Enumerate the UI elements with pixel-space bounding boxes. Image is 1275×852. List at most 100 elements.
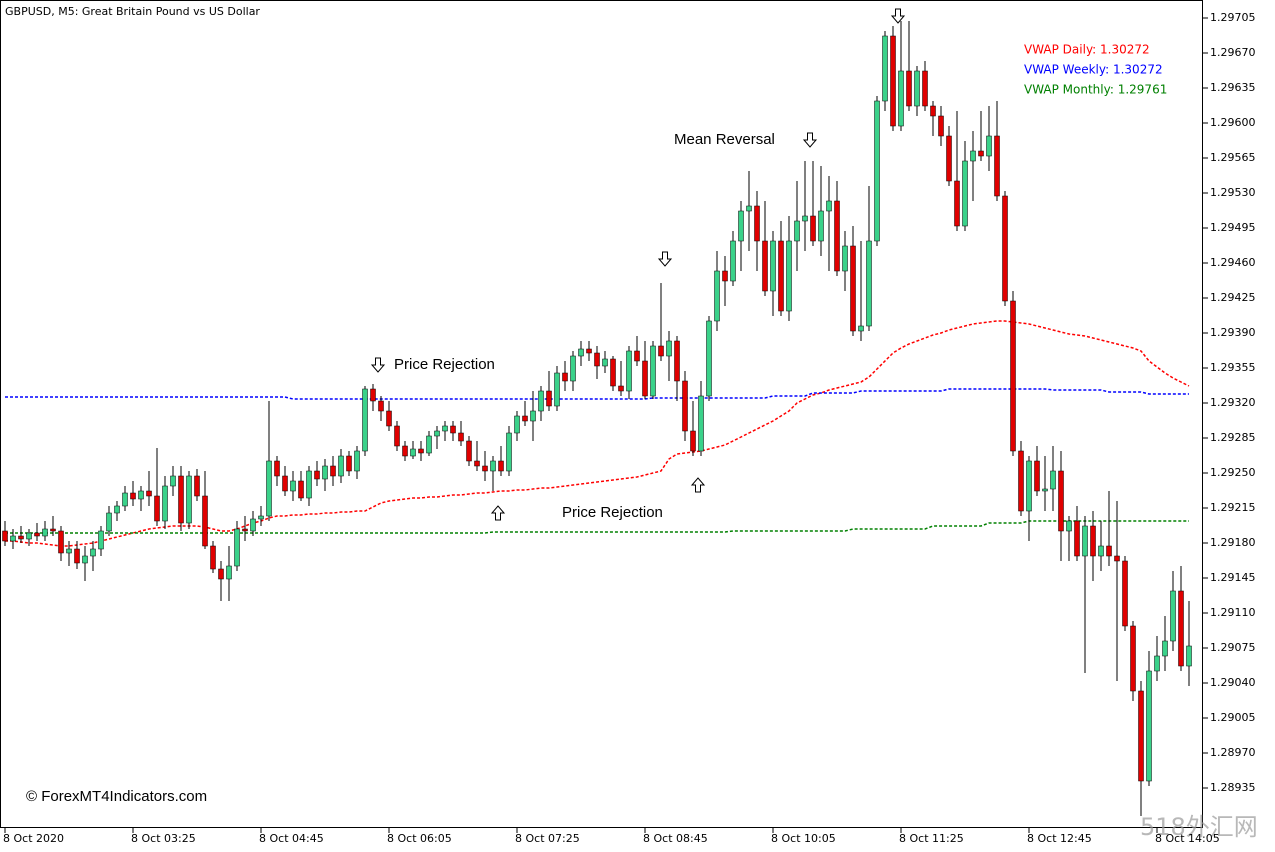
y-tick-label: 1.29355 <box>1210 361 1256 374</box>
vwap-line <box>5 320 1190 547</box>
candle-body <box>258 515 264 520</box>
candle-body <box>1178 590 1184 667</box>
candle-body <box>378 400 384 412</box>
candle-body <box>1090 525 1096 557</box>
candle-body <box>938 115 944 137</box>
candle-body <box>250 518 256 532</box>
y-tick-label: 1.29600 <box>1210 116 1256 129</box>
y-tick-label: 1.29320 <box>1210 396 1256 409</box>
candle-body <box>450 425 456 434</box>
candle-body <box>554 372 560 407</box>
candle-body <box>338 455 344 477</box>
candle-body <box>922 70 928 107</box>
y-tick-label: 1.29565 <box>1210 151 1256 164</box>
candle-body <box>1050 470 1056 490</box>
candle-body <box>1114 555 1120 562</box>
candle-body <box>1146 670 1152 782</box>
candle-body <box>578 348 584 357</box>
candle-body <box>418 448 424 454</box>
x-tick-label: 8 Oct 14:05 <box>1155 832 1220 845</box>
candle-body <box>882 35 888 102</box>
candle-body <box>1162 640 1168 657</box>
y-tick-label: 1.29250 <box>1210 466 1256 479</box>
candle-body <box>618 385 624 392</box>
candle-body <box>546 390 552 407</box>
y-tick-label: 1.29145 <box>1210 571 1256 584</box>
candle-body <box>666 340 672 357</box>
annotation: Price Rejection <box>394 356 495 373</box>
candle-body <box>178 475 184 524</box>
candle-body <box>674 340 680 382</box>
candle-body <box>154 495 160 522</box>
candle-body <box>146 490 152 497</box>
candle-body <box>282 475 288 492</box>
candle-body <box>930 105 936 117</box>
y-tick-label: 1.29180 <box>1210 536 1256 549</box>
candle-body <box>330 465 336 477</box>
candle-body <box>1106 545 1112 557</box>
annotation: Price Rejection <box>562 504 663 521</box>
candle-body <box>786 240 792 312</box>
candle-body <box>442 425 448 432</box>
down-arrow <box>657 251 673 267</box>
candle-body <box>1058 470 1064 532</box>
y-tick-label: 1.29460 <box>1210 256 1256 269</box>
candle-body <box>386 410 392 427</box>
candle-body <box>850 245 856 332</box>
candle-body <box>826 200 832 212</box>
y-tick-label: 1.29040 <box>1210 676 1256 689</box>
candle-body <box>1186 645 1192 667</box>
candle-body <box>522 415 528 422</box>
candle-body <box>946 135 952 182</box>
candle-body <box>106 512 112 532</box>
candle-body <box>978 150 984 157</box>
candle-body <box>834 200 840 272</box>
candle-body <box>362 388 368 452</box>
candle-body <box>218 568 224 580</box>
candle-body <box>866 240 872 327</box>
down-arrow <box>890 8 906 24</box>
candle-body <box>346 455 352 472</box>
candle-body <box>586 348 592 354</box>
y-tick-label: 1.29425 <box>1210 291 1256 304</box>
candle-body <box>1042 488 1048 492</box>
down-arrow <box>802 132 818 148</box>
candle-body <box>1130 625 1136 692</box>
candle-body <box>594 352 600 367</box>
y-tick-label: 1.29075 <box>1210 641 1256 654</box>
candle-body <box>778 240 784 312</box>
candle-body <box>1010 300 1016 452</box>
candle-body <box>322 465 328 480</box>
candle-body <box>954 180 960 227</box>
candle-body <box>1154 655 1160 672</box>
candle-body <box>906 70 912 107</box>
candle-body <box>706 320 712 397</box>
candle-body <box>162 485 168 522</box>
x-tick-label: 8 Oct 12:45 <box>1027 832 1092 845</box>
candle-body <box>458 432 464 442</box>
x-tick-label: 8 Oct 08:45 <box>643 832 708 845</box>
candle-body <box>1034 460 1040 492</box>
y-tick-label: 1.29005 <box>1210 711 1256 724</box>
candle-body <box>874 100 880 242</box>
candle-body <box>314 470 320 480</box>
watermark: © ForexMT4Indicators.com <box>26 788 207 805</box>
candle-body <box>698 395 704 452</box>
y-tick-label: 1.28935 <box>1210 781 1256 794</box>
candle-body <box>1138 690 1144 782</box>
candle-body <box>1122 560 1128 627</box>
y-tick-label: 1.29110 <box>1210 606 1256 619</box>
candle-body <box>650 345 656 397</box>
candle-body <box>1170 590 1176 642</box>
candle-body <box>690 430 696 452</box>
candle-body <box>290 480 296 492</box>
down-arrow <box>370 357 386 373</box>
candle-body <box>658 345 664 357</box>
candle-body <box>482 465 488 472</box>
candle-body <box>114 505 120 514</box>
candle-body <box>226 565 232 580</box>
x-tick-label: 8 Oct 2020 <box>3 832 64 845</box>
candle-body <box>98 530 104 550</box>
candle-body <box>890 35 896 127</box>
